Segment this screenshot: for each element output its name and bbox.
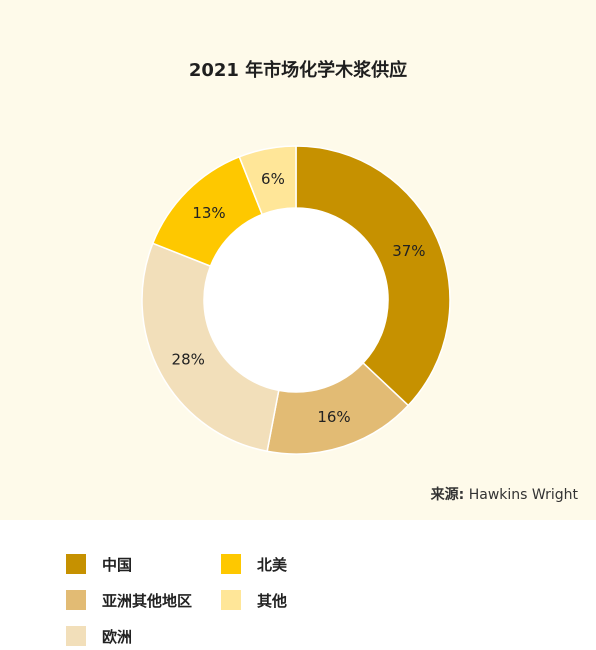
donut-hole [204,208,388,392]
legend-swatch [221,590,241,610]
source-note: 来源: Hawkins Wright [431,484,578,504]
donut-slice-europe [141,242,280,453]
donut-slice-china [295,145,451,407]
source-text: Hawkins Wright [468,487,578,503]
slice-label-other: 6% [261,170,285,188]
legend-item-china: 中国 [66,552,132,576]
legend-item-other: 其他 [221,588,287,612]
legend-swatch [66,554,86,574]
chart-card: 2021 年市场化学木浆供应 37% 16% 28% 13% 6% 来源: Hawkin… [0,0,596,520]
source-label: 来源: [430,487,465,503]
legend: 中国 北美 亚洲其他地区 其他 欧洲 [0,520,596,650]
donut-chart: 37% 16% 28% 13% 6% [141,145,451,455]
legend-swatch [221,554,241,574]
legend-item-europe: 欧洲 [66,624,132,648]
chart-title: 2021 年市场化学木浆供应 [188,60,408,81]
legend-swatch [66,590,86,610]
slice-label-north-america: 13% [192,204,225,222]
legend-label: 中国 [102,555,133,574]
legend-item-north-america: 北美 [221,552,287,576]
legend-label: 其他 [257,591,288,610]
slice-label-china: 37% [392,242,425,260]
legend-swatch [66,626,86,646]
legend-item-other-asia: 亚洲其他地区 [66,588,192,612]
legend-label: 北美 [257,555,288,574]
slice-label-other-asia: 16% [317,408,350,426]
legend-label: 欧洲 [102,627,133,646]
slice-label-europe: 28% [172,350,205,368]
donut-slice-other [238,145,297,216]
legend-label: 亚洲其他地区 [102,591,193,610]
